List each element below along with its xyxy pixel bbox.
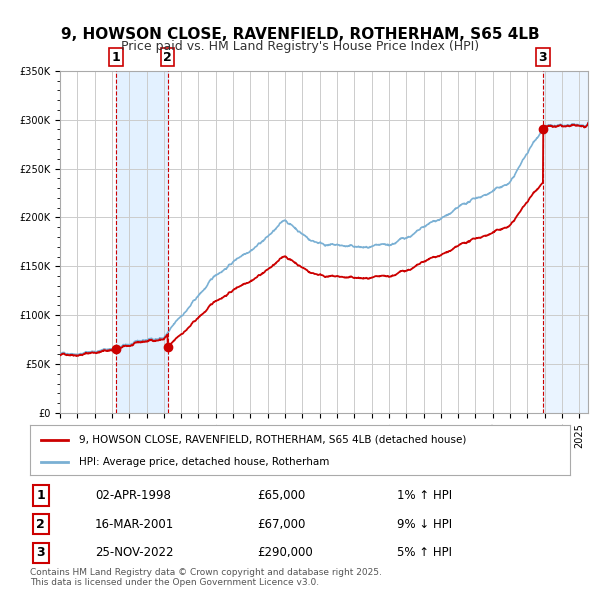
Text: £65,000: £65,000 [257, 489, 305, 502]
Text: £290,000: £290,000 [257, 546, 313, 559]
Text: 3: 3 [539, 51, 547, 64]
Bar [116, 71, 167, 413]
Text: 1: 1 [37, 489, 45, 502]
Text: 3: 3 [37, 546, 45, 559]
Text: 1: 1 [112, 51, 121, 64]
Text: 16-MAR-2001: 16-MAR-2001 [95, 517, 174, 530]
Text: HPI: Average price, detached house, Rotherham: HPI: Average price, detached house, Roth… [79, 457, 329, 467]
Text: Contains HM Land Registry data © Crown copyright and database right 2025.
This d: Contains HM Land Registry data © Crown c… [30, 568, 382, 587]
Text: 2: 2 [163, 51, 172, 64]
Text: 1% ↑ HPI: 1% ↑ HPI [397, 489, 452, 502]
Text: 25-NOV-2022: 25-NOV-2022 [95, 546, 173, 559]
Text: Price paid vs. HM Land Registry's House Price Index (HPI): Price paid vs. HM Land Registry's House … [121, 40, 479, 53]
Text: 9, HOWSON CLOSE, RAVENFIELD, ROTHERHAM, S65 4LB (detached house): 9, HOWSON CLOSE, RAVENFIELD, ROTHERHAM, … [79, 435, 466, 445]
Text: 5% ↑ HPI: 5% ↑ HPI [397, 546, 452, 559]
Text: 9% ↓ HPI: 9% ↓ HPI [397, 517, 452, 530]
Text: 02-APR-1998: 02-APR-1998 [95, 489, 170, 502]
Text: £67,000: £67,000 [257, 517, 305, 530]
Text: 2: 2 [37, 517, 45, 530]
Text: 9, HOWSON CLOSE, RAVENFIELD, ROTHERHAM, S65 4LB: 9, HOWSON CLOSE, RAVENFIELD, ROTHERHAM, … [61, 27, 539, 41]
Bar [543, 71, 588, 413]
